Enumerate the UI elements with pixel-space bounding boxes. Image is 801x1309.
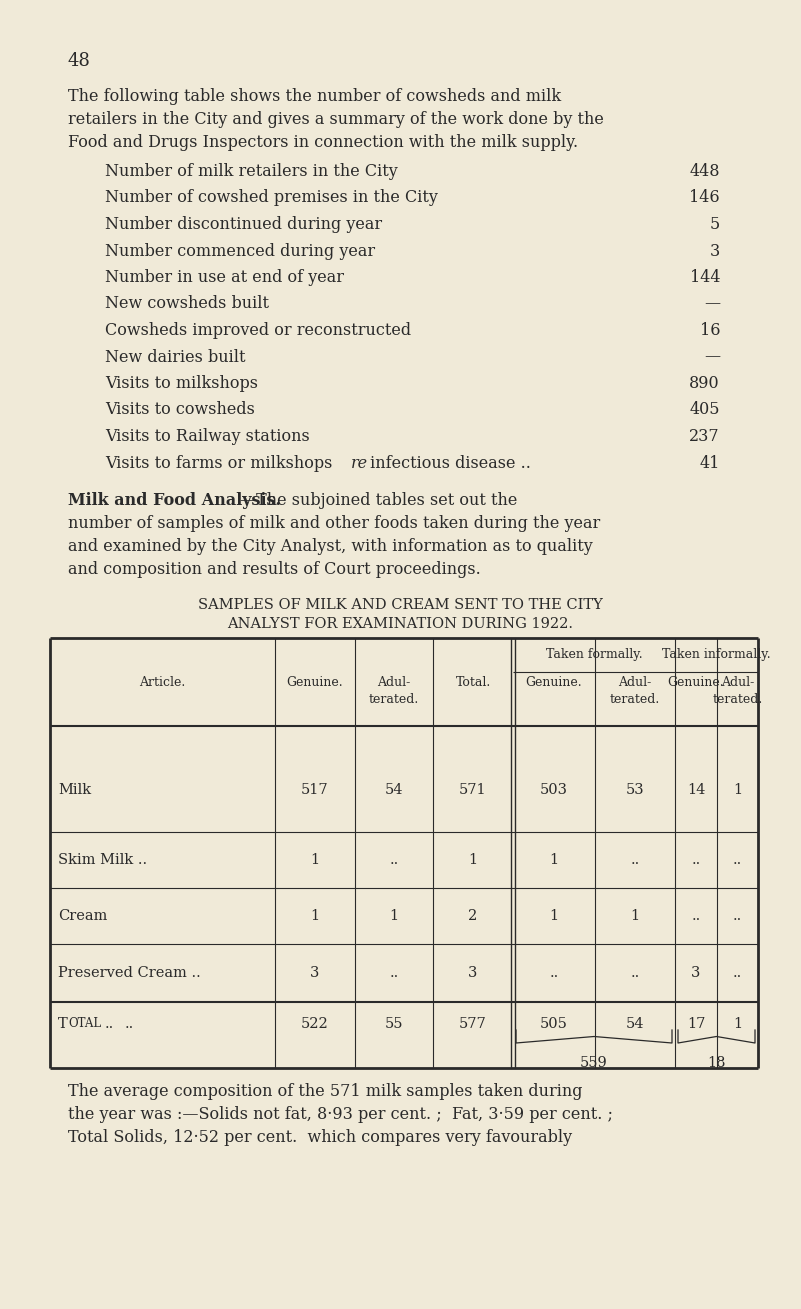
Text: 3: 3 xyxy=(691,966,701,980)
Text: 503: 503 xyxy=(540,783,568,797)
Text: 3: 3 xyxy=(710,242,720,259)
Text: 146: 146 xyxy=(690,190,720,207)
Text: ..: .. xyxy=(389,966,399,980)
Text: Visits to milkshops: Visits to milkshops xyxy=(105,374,258,391)
Text: 55: 55 xyxy=(384,1017,403,1031)
Text: 1: 1 xyxy=(549,908,558,923)
Text: The average composition of the 571 milk samples taken during: The average composition of the 571 milk … xyxy=(68,1083,582,1100)
Text: ..: .. xyxy=(733,853,742,867)
Text: Taken formally.: Taken formally. xyxy=(545,648,642,661)
Text: OTAL: OTAL xyxy=(68,1017,101,1030)
Text: Number in use at end of year: Number in use at end of year xyxy=(105,270,344,285)
Text: Number of cowshed premises in the City: Number of cowshed premises in the City xyxy=(105,190,438,207)
Text: 405: 405 xyxy=(690,402,720,419)
Text: infectious disease ..: infectious disease .. xyxy=(365,454,531,471)
Text: ..: .. xyxy=(105,1017,115,1031)
Text: New dairies built: New dairies built xyxy=(105,348,245,365)
Text: 448: 448 xyxy=(690,164,720,181)
Text: 54: 54 xyxy=(626,1017,644,1031)
Text: ..: .. xyxy=(125,1017,135,1031)
Text: —: — xyxy=(704,296,720,313)
Text: 1: 1 xyxy=(389,908,399,923)
Text: 54: 54 xyxy=(384,783,403,797)
Text: 3: 3 xyxy=(310,966,320,980)
Text: 16: 16 xyxy=(699,322,720,339)
Text: Cream: Cream xyxy=(58,908,107,923)
Text: Number discontinued during year: Number discontinued during year xyxy=(105,216,382,233)
Text: 1: 1 xyxy=(311,908,320,923)
Text: Total.: Total. xyxy=(456,675,491,689)
Text: 522: 522 xyxy=(301,1017,329,1031)
Text: ..: .. xyxy=(630,853,640,867)
Text: —The subjoined tables set out the: —The subjoined tables set out the xyxy=(240,492,517,509)
Text: Taken informally.: Taken informally. xyxy=(662,648,771,661)
Text: Article.: Article. xyxy=(139,675,186,689)
Text: Adul-
terated.: Adul- terated. xyxy=(610,675,660,706)
Text: Genuine.: Genuine. xyxy=(287,675,344,689)
Text: number of samples of milk and other foods taken during the year: number of samples of milk and other food… xyxy=(68,514,600,531)
Text: 237: 237 xyxy=(690,428,720,445)
Text: and examined by the City Analyst, with information as to quality: and examined by the City Analyst, with i… xyxy=(68,538,593,555)
Text: ..: .. xyxy=(630,966,640,980)
Text: ANALYST FOR EXAMINATION DURING 1922.: ANALYST FOR EXAMINATION DURING 1922. xyxy=(227,617,573,631)
Text: SAMPLES OF MILK AND CREAM SENT TO THE CITY: SAMPLES OF MILK AND CREAM SENT TO THE CI… xyxy=(198,598,602,613)
Text: 2: 2 xyxy=(469,908,477,923)
Text: Number commenced during year: Number commenced during year xyxy=(105,242,375,259)
Text: re: re xyxy=(351,454,368,471)
Text: and composition and results of Court proceedings.: and composition and results of Court pro… xyxy=(68,562,481,579)
Text: Number of milk retailers in the City: Number of milk retailers in the City xyxy=(105,164,398,181)
Text: 14: 14 xyxy=(686,783,705,797)
Text: Genuine.: Genuine. xyxy=(668,675,724,689)
Text: 5: 5 xyxy=(710,216,720,233)
Text: Visits to Railway stations: Visits to Railway stations xyxy=(105,428,310,445)
Text: 559: 559 xyxy=(580,1056,608,1069)
Text: —: — xyxy=(704,348,720,365)
Text: Cowsheds improved or reconstructed: Cowsheds improved or reconstructed xyxy=(105,322,411,339)
Text: Genuine.: Genuine. xyxy=(525,675,582,689)
Text: Milk and Food Analysis.: Milk and Food Analysis. xyxy=(68,492,281,509)
Text: retailers in the City and gives a summary of the work done by the: retailers in the City and gives a summar… xyxy=(68,111,604,128)
Text: 1: 1 xyxy=(549,853,558,867)
Text: ..: .. xyxy=(389,853,399,867)
Text: 1: 1 xyxy=(733,1017,742,1031)
Text: 17: 17 xyxy=(686,1017,705,1031)
Text: 1: 1 xyxy=(311,853,320,867)
Text: 3: 3 xyxy=(469,966,477,980)
Text: ..: .. xyxy=(733,966,742,980)
Text: 517: 517 xyxy=(301,783,329,797)
Text: Visits to farms or milkshops: Visits to farms or milkshops xyxy=(105,454,337,471)
Text: Milk: Milk xyxy=(58,783,91,797)
Text: ..: .. xyxy=(733,908,742,923)
Text: Adul-
terated.: Adul- terated. xyxy=(712,675,763,706)
Text: ..: .. xyxy=(691,853,701,867)
Text: 1: 1 xyxy=(733,783,742,797)
Text: Visits to cowsheds: Visits to cowsheds xyxy=(105,402,255,419)
Text: 505: 505 xyxy=(540,1017,568,1031)
Text: 48: 48 xyxy=(68,52,91,69)
Text: T: T xyxy=(58,1017,68,1031)
Text: 41: 41 xyxy=(699,454,720,471)
Text: 53: 53 xyxy=(626,783,644,797)
Text: Preserved Cream ..: Preserved Cream .. xyxy=(58,966,201,980)
Text: The following table shows the number of cowsheds and milk: The following table shows the number of … xyxy=(68,88,562,105)
Text: Food and Drugs Inspectors in connection with the milk supply.: Food and Drugs Inspectors in connection … xyxy=(68,134,578,151)
Text: ..: .. xyxy=(691,908,701,923)
Text: the year was :—Solids not fat, 8·93 per cent. ;  Fat, 3·59 per cent. ;: the year was :—Solids not fat, 8·93 per … xyxy=(68,1106,613,1123)
Text: ..: .. xyxy=(549,966,558,980)
Text: Total Solids, 12·52 per cent.  which compares very favourably: Total Solids, 12·52 per cent. which comp… xyxy=(68,1128,572,1145)
Text: Adul-
terated.: Adul- terated. xyxy=(369,675,419,706)
Text: 144: 144 xyxy=(690,270,720,285)
Text: 1: 1 xyxy=(630,908,639,923)
Text: 18: 18 xyxy=(707,1056,726,1069)
Text: 1: 1 xyxy=(469,853,477,867)
Text: 571: 571 xyxy=(459,783,487,797)
Text: 890: 890 xyxy=(690,374,720,391)
Text: 577: 577 xyxy=(459,1017,487,1031)
Text: Skim Milk ..: Skim Milk .. xyxy=(58,853,147,867)
Text: New cowsheds built: New cowsheds built xyxy=(105,296,269,313)
